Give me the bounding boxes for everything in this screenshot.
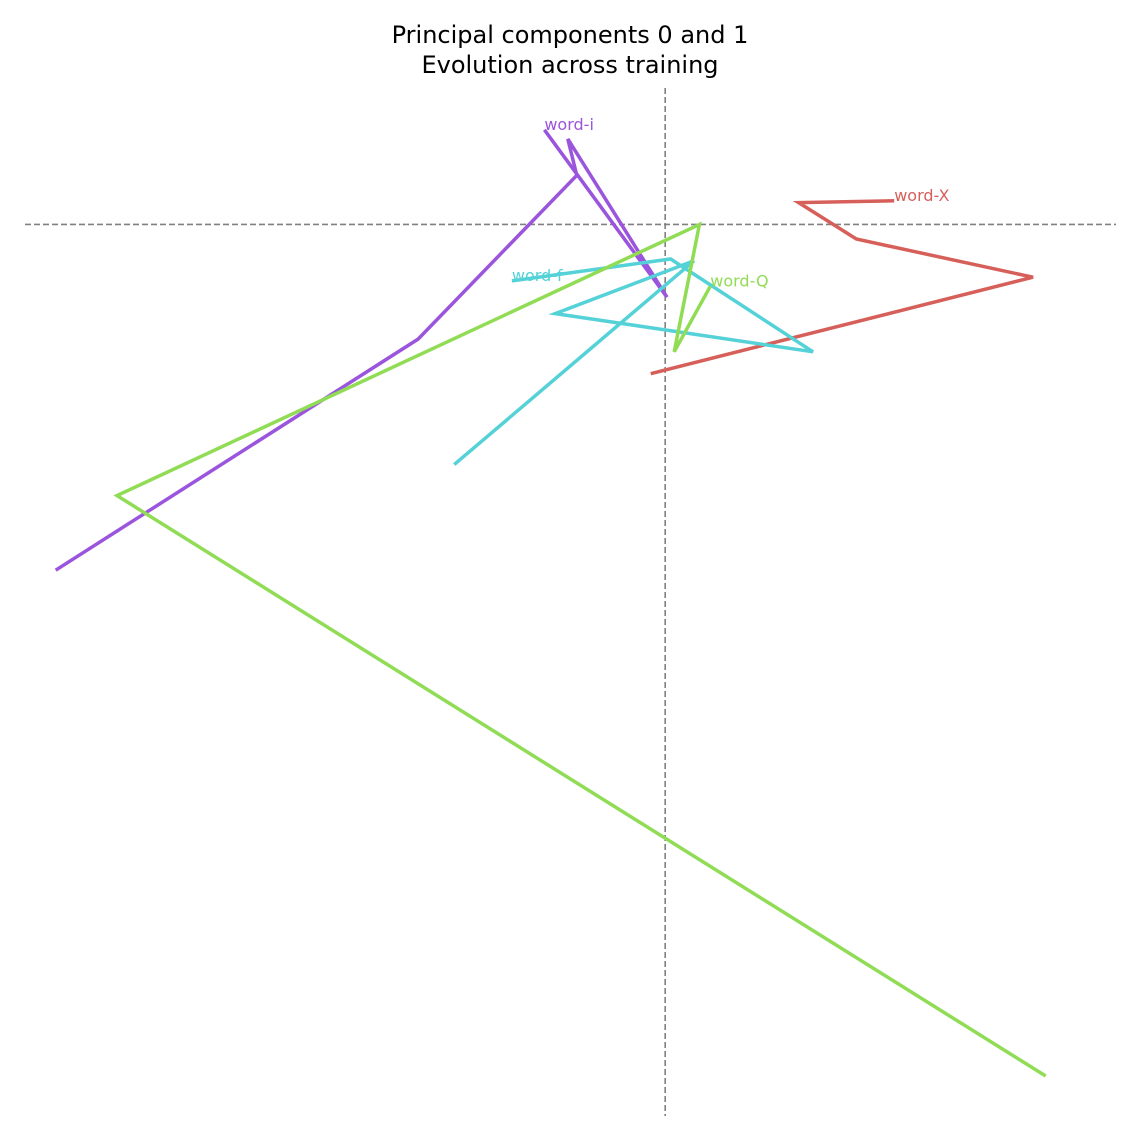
series-labels: word-X word-i word-f word-Q <box>512 115 950 290</box>
series-label-word-x: word-X <box>894 186 949 205</box>
series-label-word-q: word-Q <box>710 271 768 290</box>
series-label-word-f: word-f <box>512 266 563 285</box>
series-label-word-i: word-i <box>544 115 594 134</box>
series-line-word-q <box>113 221 1047 1078</box>
reference-lines <box>25 88 1116 1116</box>
chart-title-line-1: Principal components 0 and 1 <box>392 21 749 49</box>
series-line-word-i <box>54 128 669 572</box>
series-line-word-x <box>650 199 1034 376</box>
chart-title-line-2: Evolution across training <box>421 51 718 79</box>
series-lines <box>54 128 1047 1078</box>
